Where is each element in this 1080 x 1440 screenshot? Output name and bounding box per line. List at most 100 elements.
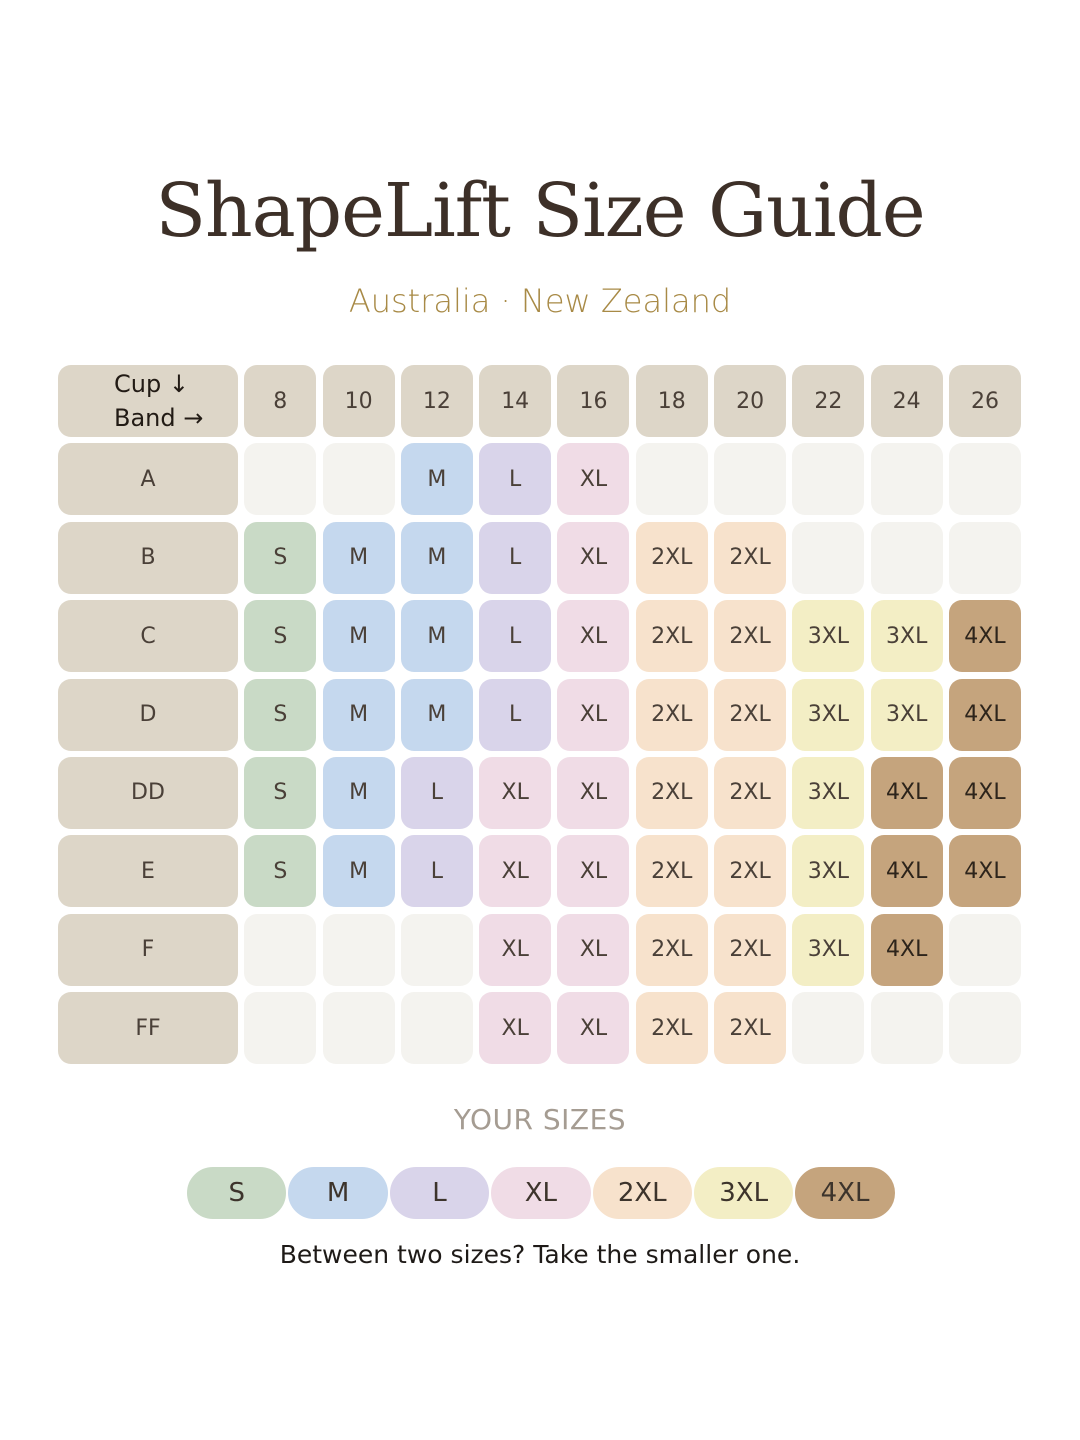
band-header-cell: 20 <box>714 365 787 437</box>
size-cell: L <box>479 678 552 751</box>
size-cell: S <box>244 756 317 829</box>
size-legend-pill: XL <box>490 1166 592 1220</box>
size-cell: S <box>244 600 317 673</box>
size-cell: 2XL <box>714 756 787 829</box>
empty-size-cell <box>792 443 865 516</box>
band-header-cell: 14 <box>479 365 552 437</box>
empty-size-cell <box>322 992 395 1065</box>
size-legend-pill: 2XL <box>591 1166 693 1220</box>
empty-size-cell <box>792 992 865 1065</box>
size-legend-pill: M <box>287 1166 389 1220</box>
size-cell: 2XL <box>635 600 708 673</box>
size-cell: XL <box>479 913 552 986</box>
band-header-cell: 16 <box>557 365 630 437</box>
empty-size-cell <box>792 521 865 594</box>
empty-size-cell <box>400 913 473 986</box>
band-header-cell: 22 <box>792 365 865 437</box>
size-cell: 4XL <box>948 756 1021 829</box>
size-cell: M <box>322 521 395 594</box>
size-cell: M <box>322 756 395 829</box>
empty-size-cell <box>948 443 1021 516</box>
size-cell: 2XL <box>635 913 708 986</box>
empty-size-cell <box>635 443 708 516</box>
size-cell: XL <box>557 443 630 516</box>
size-legend-pill: L <box>388 1166 491 1220</box>
band-header-cell: 10 <box>322 365 395 437</box>
band-header-cell: 8 <box>244 365 317 437</box>
size-legend: S M L XL 2XL 3XL 4XL <box>186 1166 896 1220</box>
size-cell: 2XL <box>635 835 708 908</box>
size-cell: 3XL <box>870 600 943 673</box>
size-cell: 4XL <box>948 835 1021 908</box>
empty-size-cell <box>948 992 1021 1065</box>
page-subtitle: Australia · New Zealand <box>348 282 732 320</box>
size-cell: S <box>244 521 317 594</box>
cup-row-header: FF <box>58 992 238 1065</box>
size-cell: 2XL <box>635 992 708 1065</box>
size-cell: M <box>322 678 395 751</box>
size-legend-pill: 4XL <box>794 1166 896 1220</box>
band-axis-label: Band → <box>114 404 204 432</box>
size-cell: L <box>479 600 552 673</box>
cup-axis-label: Cup ↓ <box>114 370 189 398</box>
empty-size-cell <box>244 443 317 516</box>
size-cell: 4XL <box>870 756 943 829</box>
cup-row-header: F <box>58 913 238 986</box>
size-cell: XL <box>557 756 630 829</box>
size-cell: 2XL <box>635 521 708 594</box>
cup-row-header: A <box>58 443 238 516</box>
size-cell: L <box>400 756 473 829</box>
empty-size-cell <box>870 443 943 516</box>
size-cell: 3XL <box>792 600 865 673</box>
size-cell: 2XL <box>714 913 787 986</box>
page-title: ShapeLift Size Guide <box>155 168 925 254</box>
size-cell: 2XL <box>714 678 787 751</box>
size-cell: 4XL <box>870 835 943 908</box>
empty-size-cell <box>714 443 787 516</box>
size-cell: 4XL <box>870 913 943 986</box>
size-cell: XL <box>557 835 630 908</box>
size-cell: 3XL <box>792 913 865 986</box>
empty-size-cell <box>948 521 1021 594</box>
size-cell: 2XL <box>714 600 787 673</box>
size-chart-grid: Cup ↓ Band → 8 10 12 14 16 18 20 22 24 26 A M L XL B S M… <box>58 365 1021 1065</box>
empty-size-cell <box>244 913 317 986</box>
size-cell: 3XL <box>792 678 865 751</box>
size-cell: M <box>400 600 473 673</box>
empty-size-cell <box>948 913 1021 986</box>
size-cell: M <box>400 678 473 751</box>
empty-size-cell <box>322 443 395 516</box>
size-cell: XL <box>557 992 630 1065</box>
size-cell: 4XL <box>948 678 1021 751</box>
empty-size-cell <box>244 992 317 1065</box>
size-cell: L <box>400 835 473 908</box>
size-cell: XL <box>557 913 630 986</box>
cup-row-header: E <box>58 835 238 908</box>
size-cell: L <box>479 443 552 516</box>
empty-size-cell <box>870 521 943 594</box>
size-cell: S <box>244 678 317 751</box>
band-header-cell: 12 <box>400 365 473 437</box>
size-cell: 2XL <box>714 835 787 908</box>
size-legend-pill: 3XL <box>692 1166 795 1220</box>
size-cell: XL <box>557 678 630 751</box>
size-cell: 3XL <box>792 756 865 829</box>
size-cell: XL <box>479 835 552 908</box>
cup-row-header: B <box>58 521 238 594</box>
size-cell: S <box>244 835 317 908</box>
size-cell: M <box>400 443 473 516</box>
empty-size-cell <box>870 992 943 1065</box>
cup-row-header: D <box>58 678 238 751</box>
size-cell: XL <box>479 992 552 1065</box>
empty-size-cell <box>400 992 473 1065</box>
band-header-cell: 26 <box>948 365 1021 437</box>
cup-row-header: DD <box>58 756 238 829</box>
sizing-tip: Between two sizes? Take the smaller one. <box>279 1240 801 1269</box>
cup-row-header: C <box>58 600 238 673</box>
size-cell: 4XL <box>948 600 1021 673</box>
size-cell: L <box>479 521 552 594</box>
size-cell: 2XL <box>635 756 708 829</box>
size-cell: 2XL <box>714 521 787 594</box>
size-cell: XL <box>479 756 552 829</box>
size-cell: 3XL <box>792 835 865 908</box>
